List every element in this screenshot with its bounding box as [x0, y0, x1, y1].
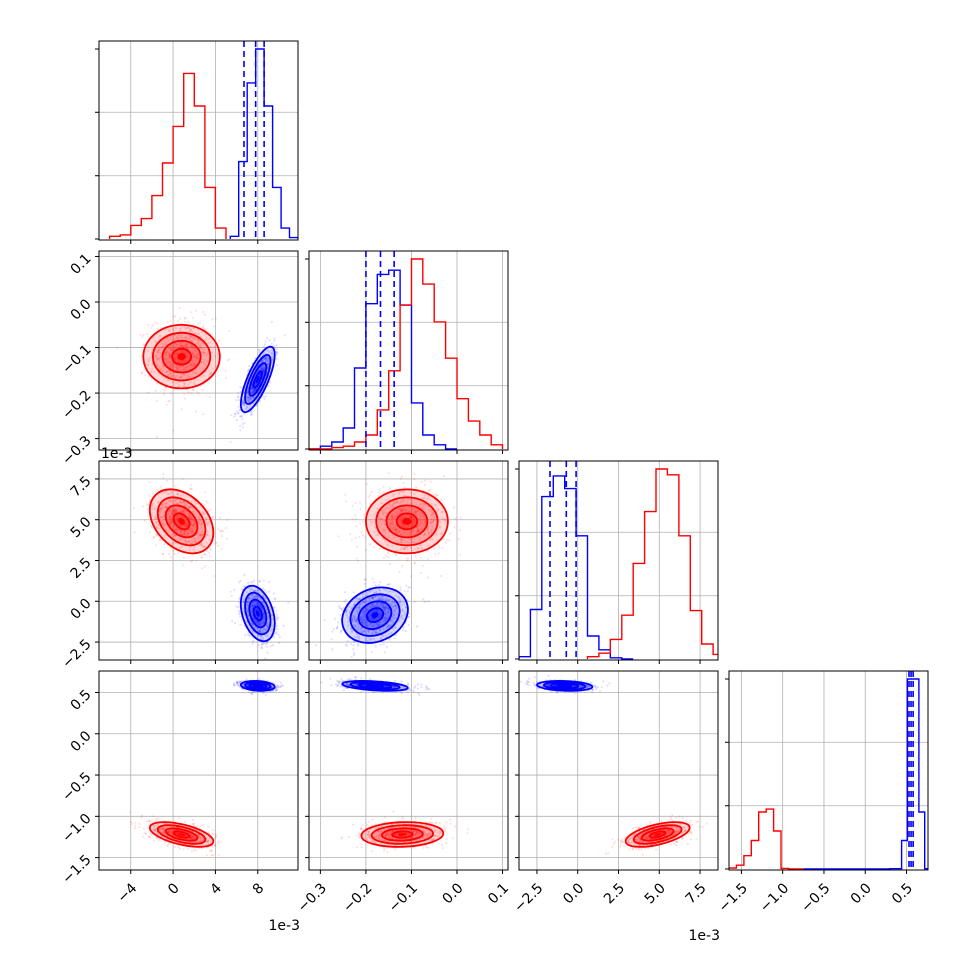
x-tick-label: 8	[250, 880, 268, 898]
x-tick-label: 0.0	[848, 880, 875, 907]
hist-3	[729, 671, 928, 870]
x-tick-label: 0.1	[485, 880, 512, 907]
hist-0	[108, 41, 298, 240]
y-tick-label: −0.5	[59, 769, 94, 804]
pair-3-0	[129, 677, 284, 857]
x-tick-label: −2.5	[511, 880, 546, 915]
y-offset-label-row1: 1e-3	[101, 446, 132, 462]
density-peak	[177, 353, 186, 361]
y-tick-label: 0.0	[68, 296, 95, 323]
pair-3-2	[519, 674, 708, 856]
hist-panel-3-frame	[728, 670, 929, 871]
x-offset-label-col0: 1e-3	[269, 918, 300, 934]
y-tick-label: −0.3	[59, 433, 94, 468]
pair-2-0	[132, 472, 290, 660]
pair-1-0	[116, 307, 286, 443]
frame-layer	[95, 40, 929, 874]
y-tick-label: −2.5	[59, 636, 94, 671]
y-tick-label: −1.0	[59, 811, 94, 846]
y-tick-label: 0.1	[68, 251, 95, 278]
y-tick-label: −0.2	[59, 387, 94, 422]
x-tick-label: 0.5	[889, 880, 916, 907]
y-tick-label: 0.5	[68, 687, 95, 714]
density-peak	[397, 833, 407, 836]
histogram-series	[729, 808, 804, 870]
x-tick-label: −4	[114, 880, 140, 906]
x-tick-label: −1.5	[716, 880, 751, 915]
x-tick-label: −0.2	[340, 880, 375, 915]
pair-2-1	[314, 472, 462, 658]
pair-3-1	[320, 676, 469, 854]
histogram-series	[229, 48, 298, 239]
density-peak	[402, 517, 412, 525]
grid-layer	[99, 41, 928, 870]
x-tick-label: 5.0	[642, 880, 669, 907]
y-tick-label: −0.1	[59, 342, 94, 377]
histogram-series	[309, 269, 457, 450]
histogram-series	[519, 475, 634, 660]
density-peak	[561, 685, 568, 687]
pair-panel-3-1-frame	[308, 670, 509, 871]
density-peak	[255, 375, 260, 384]
x-tick-label: −0.3	[295, 880, 330, 915]
histogram-series	[108, 72, 227, 239]
y-tick-label: 0.0	[68, 728, 95, 755]
y-tick-label: 2.5	[68, 555, 95, 582]
density-peak	[371, 612, 379, 619]
density-peak	[178, 833, 186, 836]
x-offset-label-col2: 1e-3	[689, 928, 720, 944]
y-tick-label: 5.0	[68, 514, 95, 541]
x-tick-label: 0	[165, 880, 183, 898]
x-tick-label: 4	[207, 880, 225, 898]
y-tick-label: −1.5	[59, 852, 94, 887]
hist-2	[519, 461, 718, 660]
density-peak	[371, 685, 379, 687]
x-tick-label: −0.1	[386, 880, 421, 915]
pair-panel-1-0-frame	[98, 250, 299, 451]
x-tick-label: 2.5	[601, 880, 628, 907]
density-peak	[255, 610, 260, 617]
hist-1	[309, 251, 504, 450]
hist-panel-0-frame	[98, 40, 299, 241]
pair-panel-3-0-frame	[98, 670, 299, 871]
density-peak	[654, 833, 662, 836]
x-tick-label: −1.0	[757, 880, 792, 915]
density-peak	[255, 685, 260, 687]
x-tick-label: 7.5	[683, 880, 710, 907]
histogram-series	[309, 258, 504, 450]
histogram-series	[586, 468, 718, 659]
data-layer	[108, 41, 928, 870]
hist-panel-1-frame	[308, 250, 509, 451]
y-tick-label: 0.0	[68, 596, 95, 623]
density-peak	[178, 517, 186, 525]
x-tick-label: 0.0	[560, 880, 587, 907]
x-tick-label: −0.5	[798, 880, 833, 915]
x-tick-label: 0.0	[440, 880, 467, 907]
histogram-series	[803, 678, 928, 870]
y-tick-label: 7.5	[68, 473, 95, 500]
